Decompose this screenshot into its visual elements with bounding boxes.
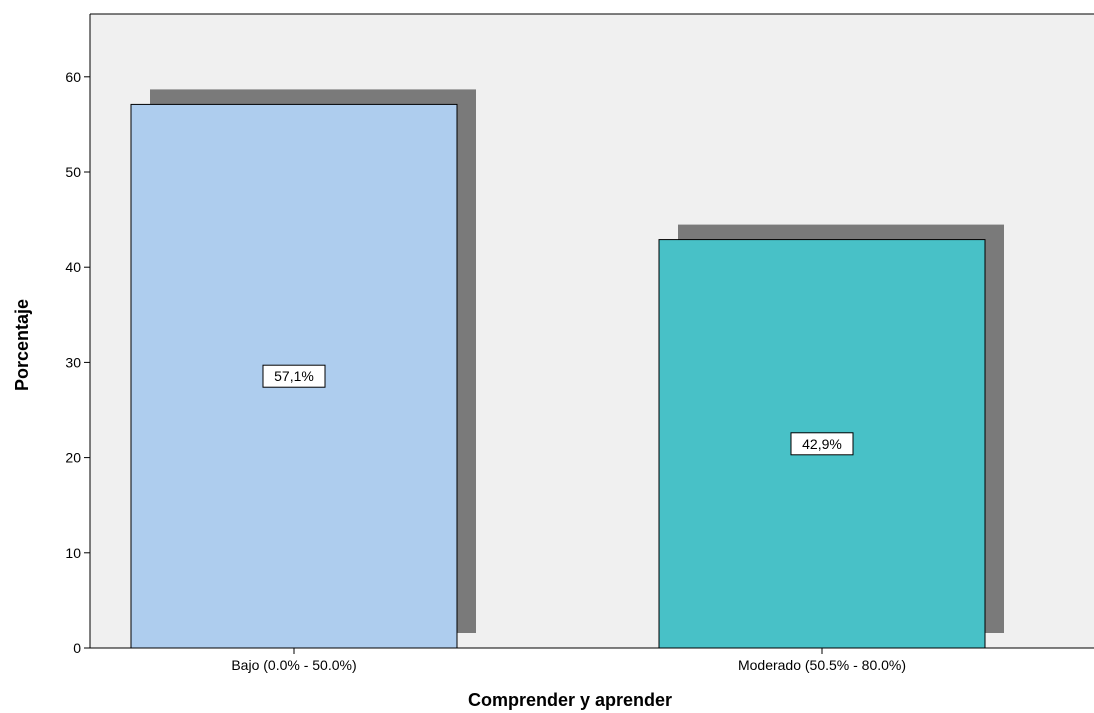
- y-tick-label: 30: [65, 354, 81, 370]
- y-tick-label: 0: [73, 640, 81, 656]
- bars-layer: 57,1% 42,9%: [130, 89, 1004, 649]
- x-axis-title: Comprender y aprender: [468, 690, 672, 710]
- y-ticks: 0 10 20 30 40 50 60: [65, 69, 90, 656]
- y-axis-title: Porcentaje: [12, 299, 32, 391]
- y-tick-label: 50: [65, 164, 81, 180]
- y-tick-label: 40: [65, 259, 81, 275]
- x-tick-label: Bajo (0.0% - 50.0%): [231, 657, 356, 673]
- x-tick-label: Moderado (50.5% - 80.0%): [738, 657, 906, 673]
- data-label: 42,9%: [802, 436, 842, 452]
- data-label: 57,1%: [274, 368, 314, 384]
- data-label-box: [262, 364, 326, 388]
- data-label-box: [790, 432, 854, 456]
- y-tick-label: 10: [65, 545, 81, 561]
- x-tick-labels: Bajo (0.0% - 50.0%) Moderado (50.5% - 80.…: [231, 648, 906, 673]
- y-tick-label: 20: [65, 450, 81, 466]
- y-tick-label: 60: [65, 69, 81, 85]
